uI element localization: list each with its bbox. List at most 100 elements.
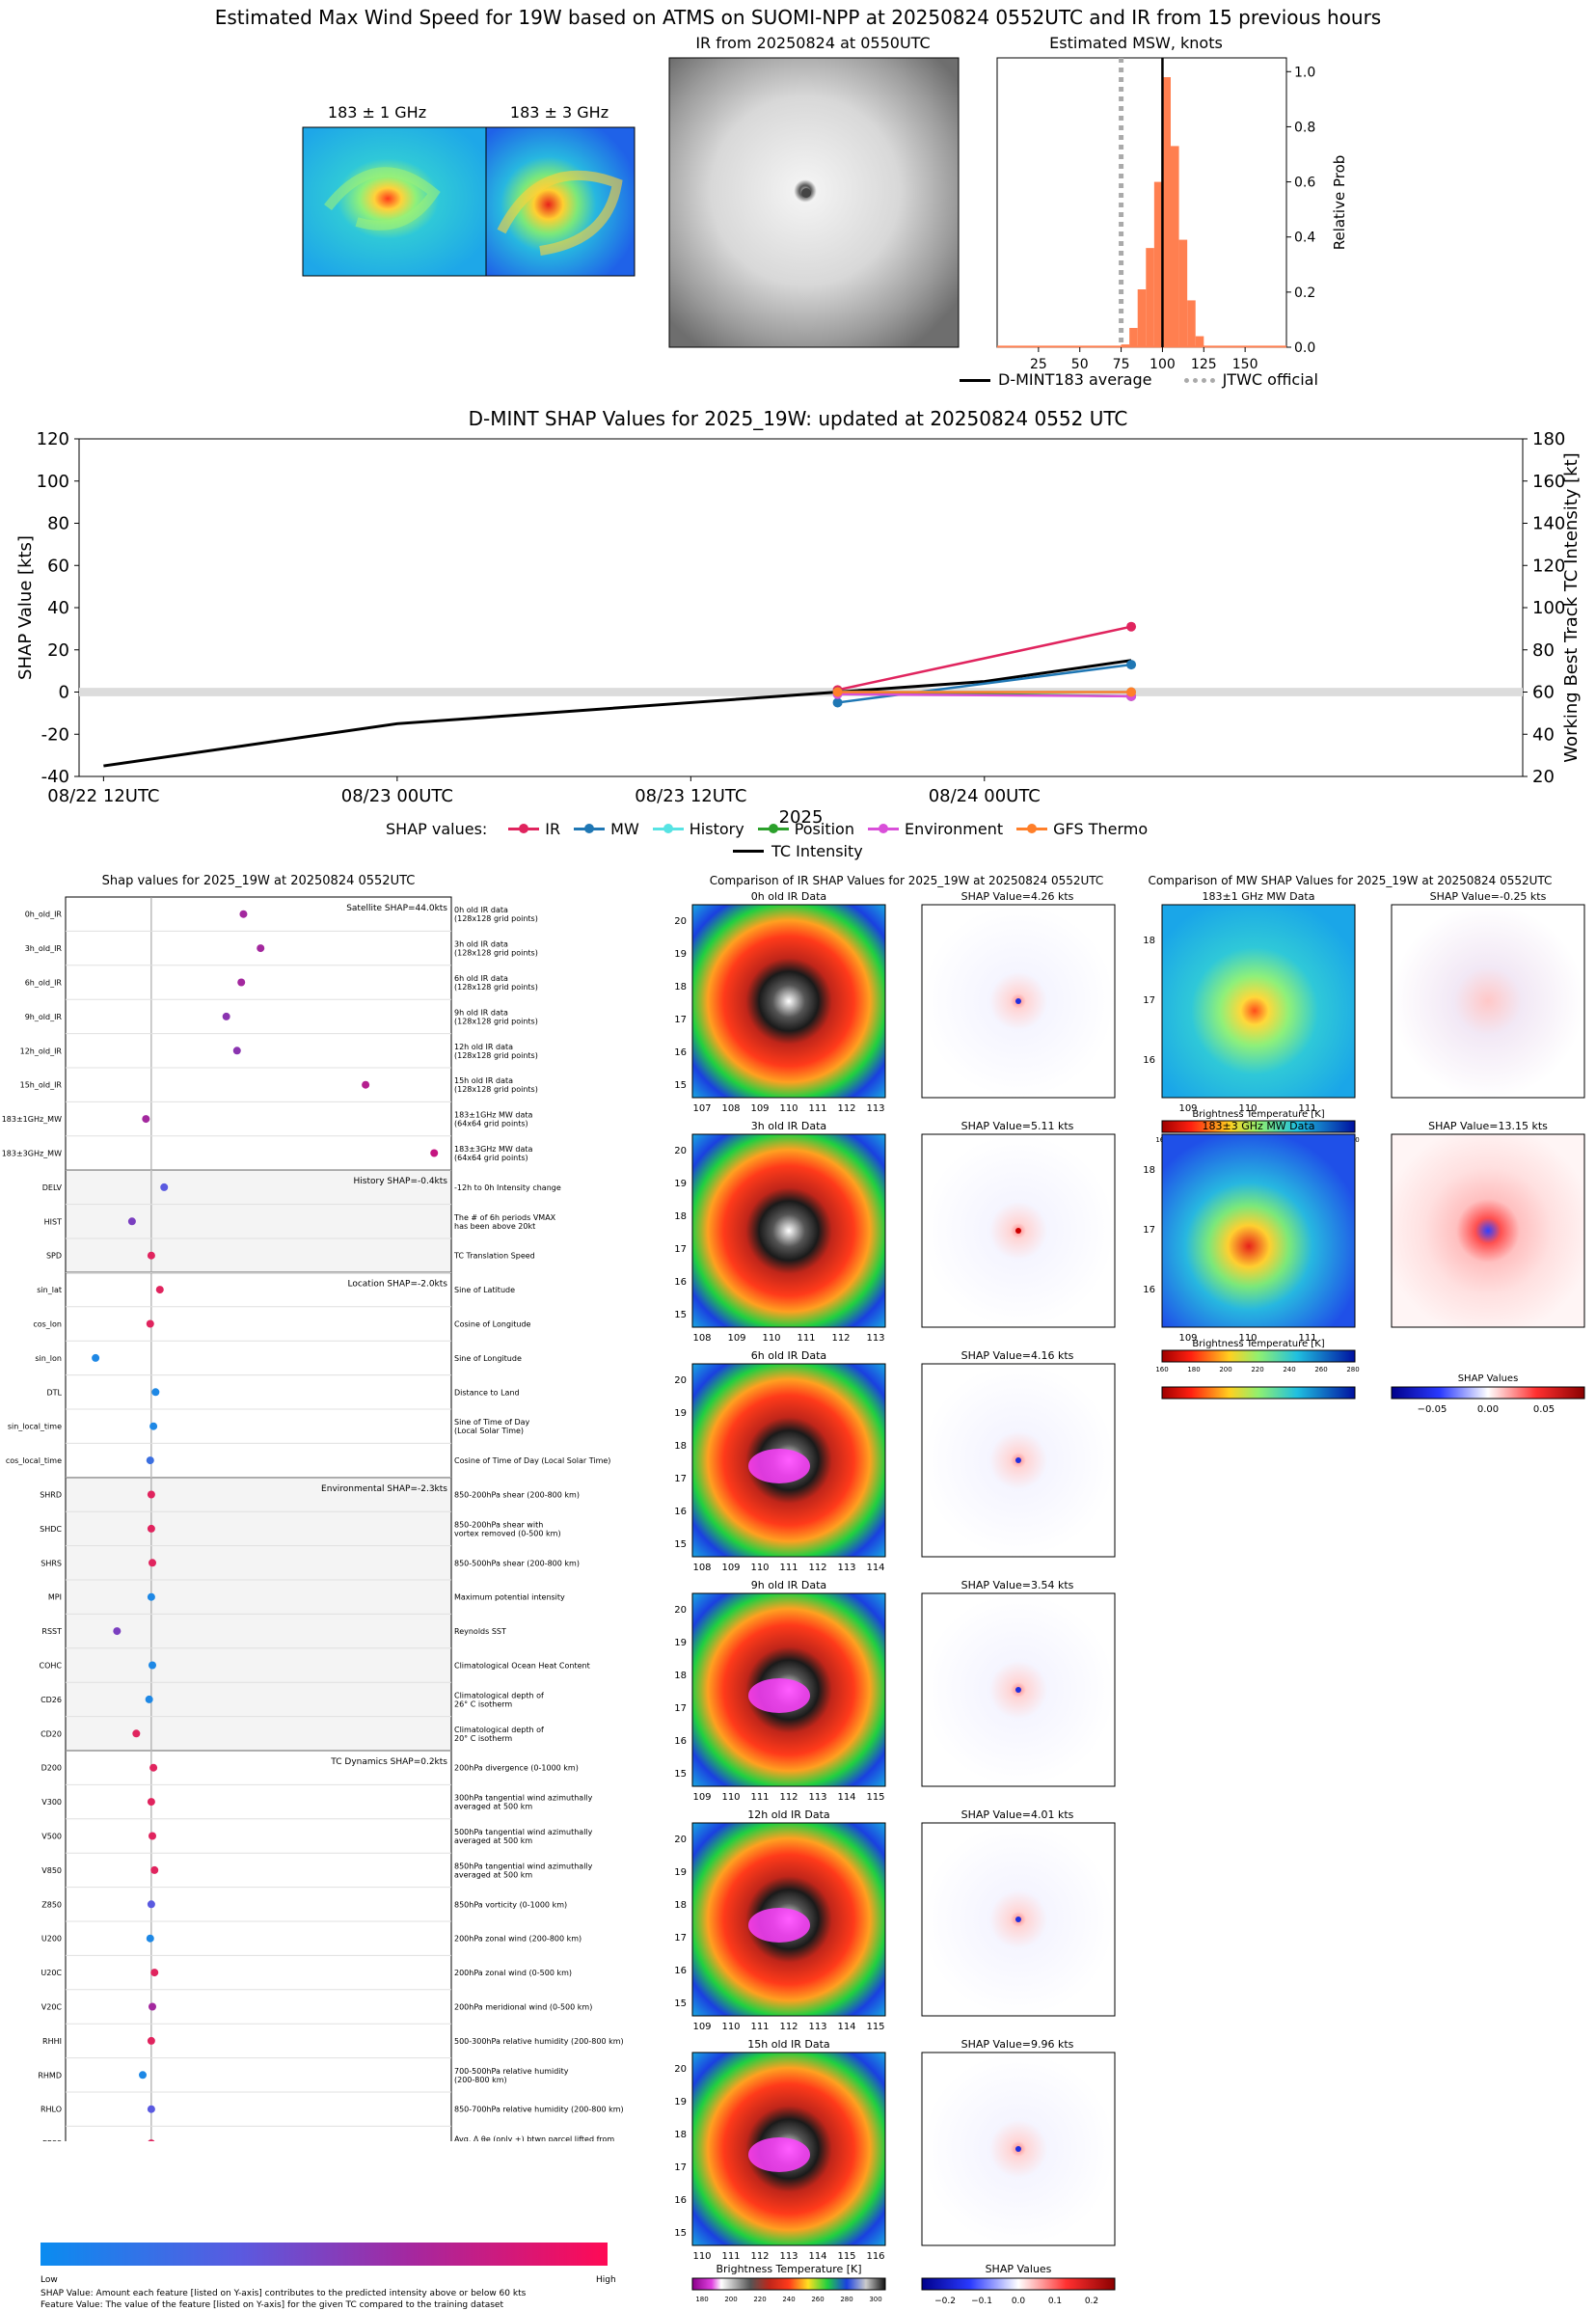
y2-tick-label: 120 bbox=[1532, 556, 1565, 576]
feature-point bbox=[147, 1524, 155, 1533]
mw-row-bt-label: Brightness Temperature [K] bbox=[1192, 1109, 1324, 1120]
feature-description: 850-500hPa shear (200-800 km) bbox=[454, 1559, 580, 1567]
feature-point bbox=[147, 1251, 155, 1260]
y-tick-label: 20 bbox=[47, 640, 69, 661]
legend-swatch bbox=[867, 824, 899, 833]
ir-x-tick-label: 108 bbox=[721, 1103, 740, 1114]
ir-x-tick-label: 112 bbox=[750, 2251, 769, 2262]
feature-description: 15h old IR data bbox=[454, 1076, 513, 1085]
y2-tick-label: 40 bbox=[1532, 724, 1555, 745]
ir-y-tick-label: 17 bbox=[674, 1244, 687, 1255]
ir-x-tick-label: 112 bbox=[808, 1563, 826, 1573]
feature-name: 183±1GHz_MW bbox=[2, 1115, 62, 1124]
ir-x-tick-label: 110 bbox=[750, 1563, 769, 1573]
legend-item: GFS Thermo bbox=[1016, 820, 1148, 838]
x-tick-label: 08/23 12UTC bbox=[635, 786, 746, 806]
ir-x-tick-label: 111 bbox=[779, 1563, 798, 1573]
mw-y-tick-label: 17 bbox=[1143, 1225, 1155, 1236]
feature-point bbox=[146, 1456, 154, 1465]
x-tick-label: 150 bbox=[1232, 357, 1258, 372]
ir-shap-center bbox=[1015, 2146, 1021, 2152]
mw-shap-tick-label: 0.00 bbox=[1477, 1404, 1499, 1415]
legend-jtwc-line bbox=[1183, 378, 1215, 383]
ir-comparison-title: Comparison of IR SHAP Values for 2025_19… bbox=[709, 874, 1104, 887]
y-tick-label: 0.4 bbox=[1294, 231, 1315, 246]
feature-description: 200hPa divergence (0-1000 km) bbox=[454, 1764, 579, 1773]
ir-x-tick-label: 114 bbox=[866, 1563, 884, 1573]
y2-tick-label: 100 bbox=[1532, 598, 1565, 618]
ir-row-shap-value: SHAP Value=9.96 kts bbox=[961, 2038, 1074, 2051]
feature-description: (64x64 grid points) bbox=[454, 1120, 528, 1128]
feature-name: 15h_old_IR bbox=[20, 1081, 63, 1090]
ir-y-tick-label: 20 bbox=[674, 1146, 687, 1156]
y2-tick-label: 160 bbox=[1532, 472, 1565, 492]
ir-bt-tick-label: 180 bbox=[695, 2296, 708, 2303]
feature-description: 6h old IR data bbox=[454, 974, 508, 983]
y-axis-label: SHAP Value [kts] bbox=[15, 535, 36, 680]
ir-shap-tick-label: −0.1 bbox=[971, 2297, 992, 2306]
mw-x-tick-label: 111 bbox=[1298, 1333, 1316, 1344]
y-tick-label: 100 bbox=[37, 472, 69, 492]
feature-description: 200hPa zonal wind (0-500 km) bbox=[454, 1969, 572, 1977]
msw-histogram: 25 50 75 100 125 150 0.0 0.2 0.4 0.6 0.8 1.0 Relativ… bbox=[996, 57, 1348, 372]
mw-shap-tick-label: 0.05 bbox=[1533, 1404, 1555, 1415]
series-line-mw bbox=[837, 663, 1132, 704]
feature-description: Cosine of Time of Day (Local Solar Time) bbox=[454, 1456, 610, 1465]
ir-shap-center bbox=[1015, 998, 1021, 1004]
feature-point bbox=[148, 2139, 155, 2141]
y2-tick-label: 60 bbox=[1532, 683, 1555, 703]
y-tick-label: -40 bbox=[41, 767, 69, 787]
y-tick-label: 40 bbox=[47, 598, 69, 618]
ir-cold-cloud-region bbox=[748, 2137, 810, 2172]
legend-label: GFS Thermo bbox=[1053, 820, 1149, 838]
y-tick-label: 0.2 bbox=[1294, 285, 1315, 301]
legend-tc-label: TC Intensity bbox=[771, 842, 863, 860]
ir-y-tick-label: 19 bbox=[674, 1638, 687, 1648]
mw-row-bt-colorbar bbox=[1161, 1349, 1356, 1363]
y-tick-label: -20 bbox=[41, 724, 69, 745]
x-tick-label: 50 bbox=[1071, 357, 1089, 372]
ir-x-tick-label: 112 bbox=[779, 2022, 798, 2032]
feature-name: 9h_old_IR bbox=[25, 1013, 63, 1021]
mw-row-bt-tick: 260 bbox=[1314, 1366, 1327, 1373]
y2-tick-label: 180 bbox=[1532, 429, 1565, 449]
legend-label: IR bbox=[545, 820, 561, 838]
ir-row-shap-value: SHAP Value=4.01 kts bbox=[961, 1808, 1074, 1821]
feature-name: COHC bbox=[40, 1662, 63, 1671]
ir-shap-tick-label: 0.1 bbox=[1048, 2297, 1062, 2306]
ir-bt-tick-label: 220 bbox=[753, 2296, 766, 2303]
ir-y-tick-label: 15 bbox=[674, 1539, 687, 1550]
feature-point bbox=[92, 1353, 100, 1362]
ir-y-tick-label: 18 bbox=[674, 982, 687, 992]
panel-ir-title: IR from 20250824 at 0550UTC bbox=[695, 34, 930, 52]
ir-comparison-panel: 0h old IR Data SHAP Value=4.26 kts 20 19 18 1… bbox=[674, 890, 1116, 2306]
feature-description: Maximum potential intensity bbox=[454, 1593, 565, 1602]
ir-row-shap-value: SHAP Value=4.26 kts bbox=[961, 890, 1074, 903]
series-point bbox=[1126, 621, 1137, 632]
feature-description: 183±1GHz MW data bbox=[454, 1111, 532, 1120]
mw-row-bt-tick: 240 bbox=[1283, 1366, 1295, 1373]
feature-description: 500-300hPa relative humidity (200-800 km… bbox=[454, 2037, 624, 2046]
feature-description: 850-200hPa shear (200-800 km) bbox=[454, 1491, 580, 1500]
main-title: Estimated Max Wind Speed for 19W based o… bbox=[214, 6, 1382, 29]
feature-point bbox=[150, 1865, 159, 1874]
ir-y-tick-label: 17 bbox=[674, 1474, 687, 1484]
feature-name: RHLO bbox=[41, 2106, 62, 2114]
feature-name: cos_lon bbox=[33, 1320, 62, 1329]
mw-y-tick-label: 17 bbox=[1143, 995, 1155, 1006]
feature-description: (128x128 grid points) bbox=[454, 949, 538, 958]
ir-row-label: 9h old IR Data bbox=[751, 1579, 826, 1591]
ir-y-tick-label: 20 bbox=[674, 1605, 687, 1616]
feature-name: cos_local_time bbox=[6, 1456, 62, 1465]
ir-x-tick-label: 115 bbox=[837, 2251, 855, 2262]
x-tick-label: 08/22 12UTC bbox=[47, 786, 159, 806]
ir-row-label: 0h old IR Data bbox=[751, 890, 826, 903]
legend-item: Environment bbox=[867, 820, 1004, 838]
feature-description: Sine of Longitude bbox=[454, 1354, 522, 1363]
feature-point bbox=[147, 1592, 155, 1601]
ir-y-tick-label: 18 bbox=[674, 1671, 687, 1681]
ir-bt-tick-label: 300 bbox=[869, 2296, 881, 2303]
feature-point bbox=[257, 944, 265, 953]
legend-label: Environment bbox=[904, 820, 1004, 838]
timeseries-title: D-MINT SHAP Values for 2025_19W: updated… bbox=[468, 407, 1128, 430]
